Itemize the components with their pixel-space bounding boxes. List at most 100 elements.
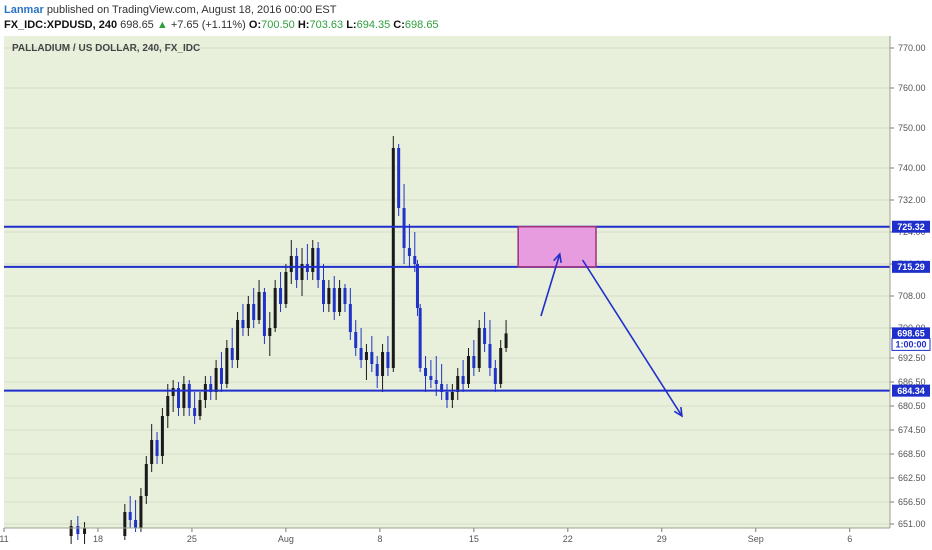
y-tick-label: 668.50 (898, 449, 926, 459)
price-axis[interactable]: 770.00760.00750.00740.00732.00724.00716.… (890, 43, 931, 529)
price-label-box (892, 327, 930, 340)
candle-body (413, 256, 417, 264)
candle-body (128, 512, 132, 520)
candle-body (415, 264, 419, 308)
candle-body (155, 440, 159, 456)
candle-body (359, 348, 363, 360)
candle-body (268, 328, 272, 336)
candle-body (198, 400, 202, 416)
candle-body (499, 348, 503, 384)
candle-body (375, 364, 379, 376)
price-label-box (892, 384, 930, 397)
x-tick-label: Sep (748, 534, 764, 544)
price-label: 1:00:00 (895, 340, 926, 350)
x-tick-label: 22 (563, 534, 573, 544)
price-label: 725.32 (897, 222, 925, 232)
open-value: 700.50 (261, 19, 295, 31)
arrow-line[interactable] (581, 259, 683, 417)
candle-body (386, 352, 390, 368)
candle-body (445, 392, 449, 400)
candle-body (262, 292, 266, 336)
candle-body (289, 256, 293, 272)
author-link[interactable]: Lanmar (4, 4, 44, 16)
y-tick-label: 656.50 (898, 497, 926, 507)
time-axis[interactable]: 11 18 25 Aug 8 15 22 29 Sep 6 (0, 528, 852, 544)
chart-header: Lanmar published on TradingView.com, Aug… (0, 0, 932, 36)
x-tick-label: 11 (0, 534, 9, 544)
candle-body (295, 256, 299, 280)
change-arrow-icon: ▲ (156, 19, 168, 31)
candle-body (370, 352, 374, 364)
candle-body (214, 368, 218, 392)
candle-body (381, 352, 385, 376)
candle-body (504, 333, 508, 348)
candle-body (209, 384, 213, 392)
candle-body (461, 376, 465, 384)
candle-body (466, 356, 470, 384)
support-resistance-levels[interactable] (4, 225, 890, 392)
candle-body (456, 376, 460, 392)
candle-body (225, 348, 229, 384)
candle-body (434, 380, 438, 384)
candle-body (246, 304, 250, 328)
open-label: O: (248, 19, 262, 31)
candle-body (76, 526, 80, 534)
y-tick-label: 770.00 (898, 43, 926, 53)
price-label-box (892, 260, 930, 273)
arrow-line[interactable] (540, 253, 561, 317)
x-tick-label: 29 (657, 534, 667, 544)
last-price: 698.65 (120, 19, 154, 31)
candle-body (332, 288, 336, 312)
change-value: +7.65 (+1.11%) (170, 19, 246, 31)
candle-body (219, 368, 223, 384)
y-tick-label: 732.00 (898, 195, 926, 205)
candle-body (348, 304, 352, 332)
y-tick-label: 662.50 (898, 473, 926, 483)
close-value: 698.65 (404, 19, 439, 31)
candle-body (171, 388, 175, 396)
y-tick-label: 651.00 (898, 519, 926, 529)
x-tick-label: 18 (93, 534, 103, 544)
candle-body (343, 288, 347, 304)
y-tick-label: 750.00 (898, 123, 926, 133)
candle-body (316, 248, 320, 280)
candle-body (160, 416, 164, 456)
candle-body (429, 376, 433, 380)
candle-body (203, 384, 207, 400)
candle-body (354, 332, 358, 348)
candle-body (134, 520, 138, 528)
candle-body (338, 288, 342, 312)
candle-body (424, 368, 428, 376)
price-label: 684.34 (897, 386, 925, 396)
candle-body (311, 248, 315, 272)
candle-body (407, 248, 411, 256)
chart-title: PALLADIUM / US DOLLAR, 240, FX_IDC (12, 43, 200, 54)
high-label: H: (297, 19, 310, 31)
price-chart[interactable]: PALLADIUM / US DOLLAR, 240, FX_IDC 770.0… (0, 36, 932, 550)
candle-body (241, 320, 245, 328)
candle-body (402, 208, 406, 248)
high-value: 703.63 (309, 19, 344, 31)
candle-body (166, 396, 170, 416)
published-text: published on TradingView.com, August 18,… (46, 4, 337, 16)
price-label-box (891, 337, 931, 351)
candle-body (284, 272, 288, 304)
drawings[interactable] (517, 225, 683, 418)
y-tick-label: 760.00 (898, 83, 926, 93)
candle-body (397, 148, 401, 208)
candle-body (177, 388, 181, 408)
x-tick-label: Aug (278, 534, 294, 544)
arrow-head-icon (553, 252, 562, 264)
candle-body (193, 408, 197, 416)
x-tick-label: 15 (469, 534, 479, 544)
candle-body (493, 368, 497, 384)
candle-body (321, 280, 325, 304)
y-tick-label: 740.00 (898, 163, 926, 173)
candle-body (300, 264, 304, 280)
low-value: 694.35 (356, 19, 391, 31)
candle-body (257, 292, 261, 320)
candle-body (144, 464, 148, 496)
candle-body (364, 352, 368, 360)
symbol-label: FX_IDC:XPDUSD, 240 (4, 19, 118, 31)
grid (4, 47, 890, 525)
